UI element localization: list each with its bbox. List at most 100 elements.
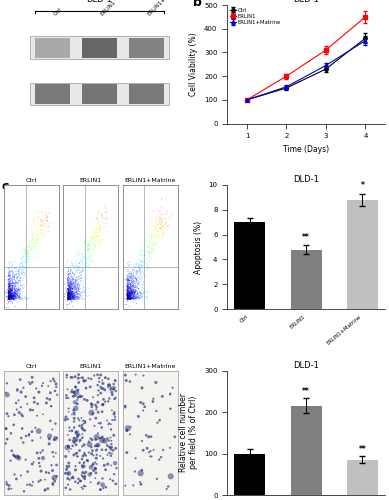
Point	[147, 452, 154, 460]
Point	[15, 292, 21, 300]
Point	[14, 291, 20, 299]
Point	[25, 252, 31, 260]
Point	[128, 268, 134, 276]
Point	[127, 293, 133, 301]
Point	[129, 292, 135, 300]
Point	[70, 262, 76, 270]
Point	[145, 244, 151, 252]
Point	[65, 288, 72, 296]
Point	[29, 234, 35, 242]
Point	[144, 264, 151, 272]
Point	[32, 236, 38, 244]
Point	[132, 290, 138, 298]
Point	[6, 270, 12, 278]
Point	[73, 295, 79, 303]
Point	[65, 295, 72, 303]
Point	[81, 247, 87, 255]
Point	[129, 288, 135, 296]
Point	[14, 385, 21, 393]
Point	[26, 220, 32, 228]
Point	[151, 240, 157, 248]
Point	[12, 288, 18, 296]
Point	[31, 253, 37, 261]
Title: ERLIN1: ERLIN1	[80, 178, 102, 183]
Point	[23, 258, 29, 266]
Point	[66, 288, 72, 296]
Point	[86, 240, 92, 248]
Point	[139, 296, 145, 304]
Point	[28, 252, 34, 260]
Point	[106, 449, 112, 457]
Point	[65, 292, 71, 300]
Point	[65, 286, 71, 294]
Point	[135, 294, 142, 302]
Point	[19, 424, 25, 432]
Point	[47, 218, 53, 226]
Point	[83, 262, 89, 270]
Point	[45, 216, 51, 224]
Point	[136, 259, 142, 267]
Point	[152, 224, 159, 232]
Point	[65, 289, 71, 297]
Point	[10, 268, 16, 276]
Point	[66, 296, 72, 304]
Point	[71, 414, 77, 422]
Point	[67, 270, 74, 278]
Point	[69, 291, 75, 299]
Point	[65, 286, 71, 294]
Point	[28, 222, 35, 230]
Point	[67, 266, 74, 274]
Point	[66, 279, 72, 287]
Point	[9, 293, 15, 301]
Point	[5, 292, 12, 300]
Point	[7, 267, 13, 275]
Point	[71, 289, 77, 297]
Point	[129, 286, 135, 294]
Point	[126, 288, 132, 296]
Point	[135, 290, 142, 298]
Point	[128, 281, 134, 289]
Point	[23, 234, 29, 242]
Point	[16, 454, 22, 462]
Point	[6, 295, 12, 303]
Point	[24, 256, 30, 264]
Point	[71, 290, 77, 298]
Point	[92, 401, 98, 409]
Point	[28, 234, 34, 242]
Point	[137, 256, 143, 264]
Point	[9, 261, 16, 269]
Point	[130, 290, 136, 298]
Point	[136, 261, 142, 269]
Point	[93, 406, 100, 413]
Point	[70, 442, 76, 450]
Point	[65, 294, 71, 302]
Point	[37, 239, 44, 247]
Point	[44, 216, 50, 224]
Point	[124, 282, 131, 290]
Point	[67, 290, 73, 298]
Point	[159, 218, 165, 226]
Point	[133, 287, 139, 295]
Point	[30, 478, 36, 486]
Point	[138, 268, 144, 276]
Point	[66, 291, 72, 299]
Point	[8, 291, 14, 299]
Point	[65, 268, 71, 276]
Point	[124, 280, 131, 288]
Point	[126, 291, 133, 299]
Point	[124, 292, 131, 300]
Point	[124, 278, 130, 286]
Point	[14, 270, 20, 278]
Point	[9, 292, 15, 300]
Point	[12, 292, 18, 300]
Point	[128, 288, 134, 296]
Point	[125, 290, 131, 298]
Point	[11, 279, 17, 287]
Point	[86, 254, 92, 262]
Point	[5, 293, 12, 301]
Point	[154, 418, 161, 426]
Point	[72, 283, 79, 291]
Point	[6, 284, 12, 292]
Point	[72, 285, 78, 293]
Point	[72, 295, 79, 303]
